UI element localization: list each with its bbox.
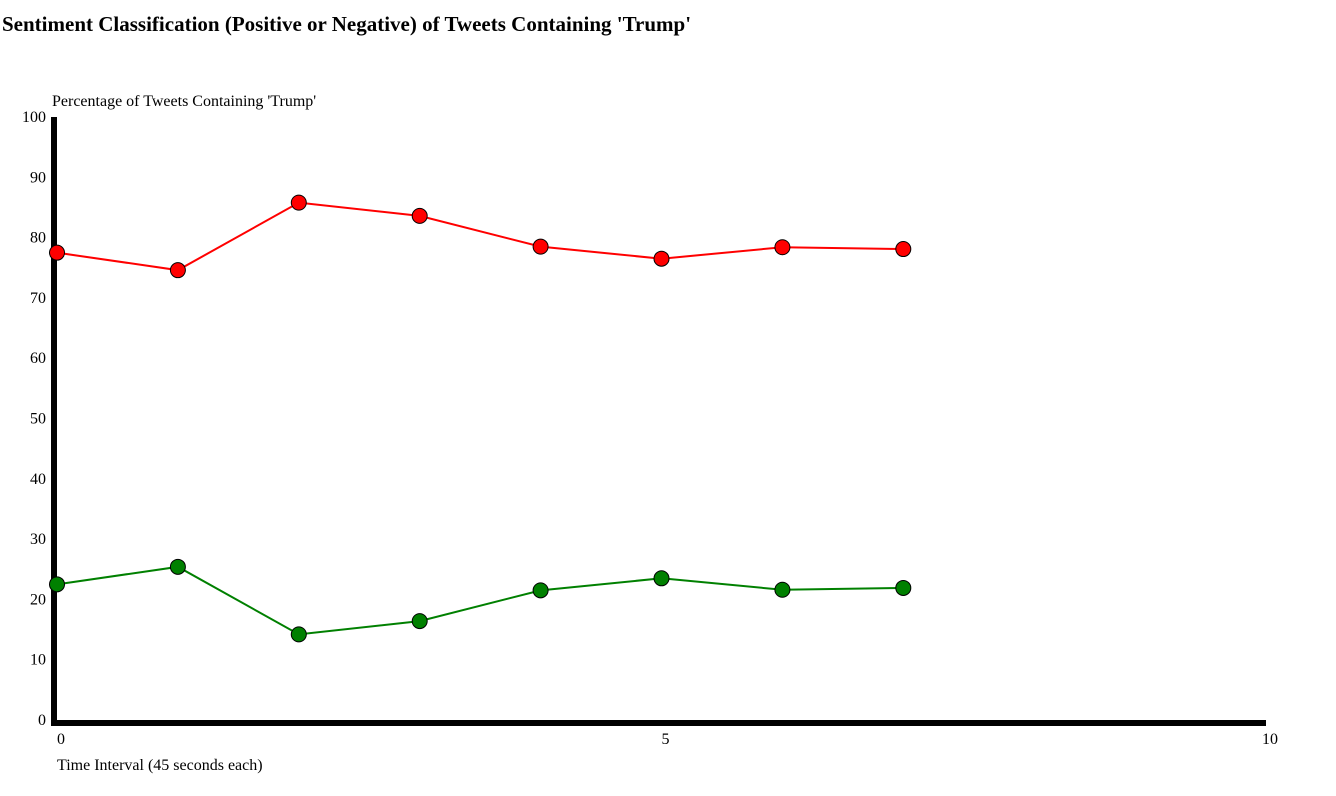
data-point <box>895 241 912 258</box>
x-tick-label: 0 <box>57 731 65 748</box>
y-tick-label: 0 <box>38 712 46 729</box>
y-tick-label: 60 <box>30 350 46 367</box>
y-tick-label: 90 <box>30 169 46 186</box>
x-tick-label: 10 <box>1262 731 1278 748</box>
data-point <box>653 250 670 267</box>
series-1 <box>49 194 912 279</box>
series-line <box>56 201 904 272</box>
y-axis-label: Percentage of Tweets Containing 'Trump' <box>52 93 316 110</box>
y-tick-labels: 0 10 20 30 40 50 60 70 80 90 100 <box>22 109 46 729</box>
series-line <box>56 565 904 636</box>
data-point <box>653 570 670 587</box>
data-point <box>290 626 307 643</box>
y-tick-label: 20 <box>30 591 46 608</box>
axes <box>51 117 1266 726</box>
data-point <box>290 194 307 211</box>
x-tick-label: 5 <box>662 731 670 748</box>
series-layer <box>49 194 912 643</box>
data-point <box>532 238 549 255</box>
data-point <box>895 579 912 596</box>
data-point <box>49 244 65 261</box>
y-tick-label: 50 <box>30 411 46 428</box>
y-tick-label: 40 <box>30 471 46 488</box>
y-tick-label: 70 <box>30 290 46 307</box>
data-point <box>49 576 65 593</box>
data-point <box>774 239 791 256</box>
chart-title: Sentiment Classification (Positive or Ne… <box>2 12 692 36</box>
y-tick-label: 30 <box>30 531 46 548</box>
x-axis-label: Time Interval (45 seconds each) <box>57 757 263 774</box>
y-tick-label: 80 <box>30 230 46 247</box>
data-point <box>169 262 186 279</box>
data-point <box>532 582 549 599</box>
data-point <box>411 207 428 224</box>
data-point <box>411 613 428 630</box>
x-tick-labels: 0 5 10 <box>57 731 1278 748</box>
data-point <box>774 581 791 598</box>
data-point <box>169 558 186 575</box>
y-tick-label: 100 <box>22 109 46 126</box>
series-2 <box>49 558 912 643</box>
y-tick-label: 10 <box>30 652 46 669</box>
